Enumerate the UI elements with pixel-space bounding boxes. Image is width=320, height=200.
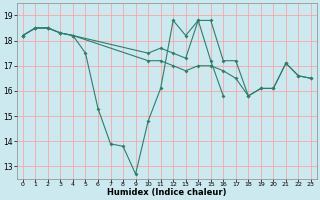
X-axis label: Humidex (Indice chaleur): Humidex (Indice chaleur) (107, 188, 227, 197)
